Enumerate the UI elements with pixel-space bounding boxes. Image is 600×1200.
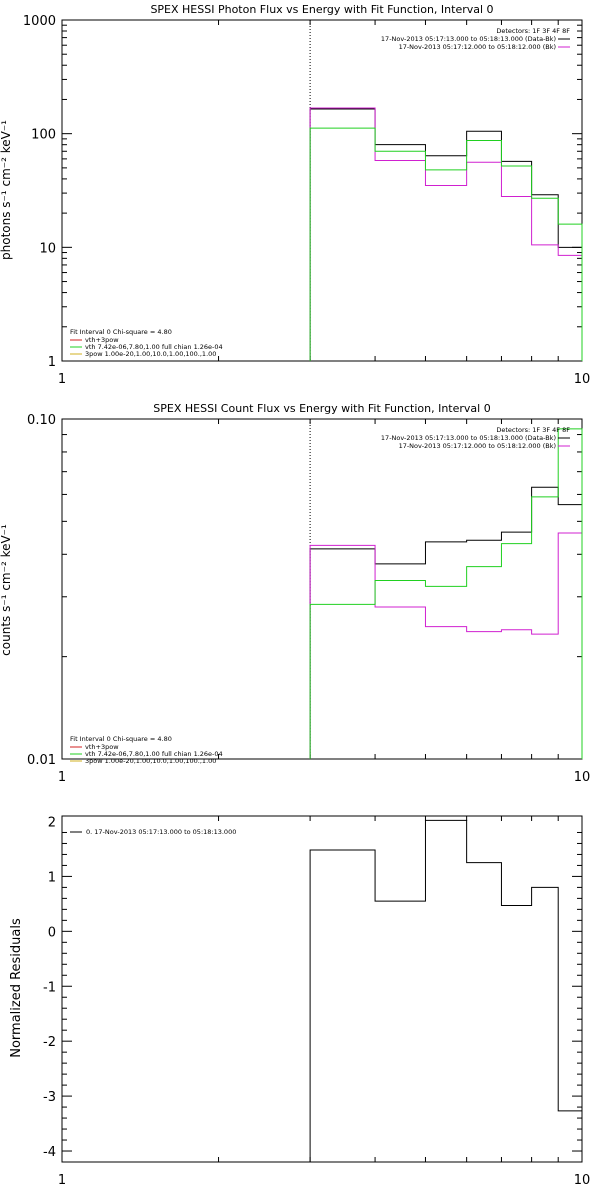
y-tick-label: 1000 <box>23 14 56 29</box>
residuals-legend-top: 0. 17-Nov-2013 05:17:13.000 to 05:18:13.… <box>70 828 236 836</box>
legend-header: Fit Interval 0 Chi-square = 4.80 <box>70 735 172 743</box>
photon-flux-axes-frame <box>61 19 583 362</box>
y-tick-label: 100 <box>31 128 56 143</box>
legend-entry-text: 17-Nov-2013 05:17:13.000 to 05:18:13.000… <box>381 35 556 43</box>
count-flux-ylabel: counts s⁻¹ cm⁻² keV⁻¹ <box>0 524 13 656</box>
legend-entry-text: 17-Nov-2013 05:17:13.000 to 05:18:13.000… <box>381 434 556 442</box>
photon-flux-panel: SPEX HESSI Photon Flux vs Energy with Fi… <box>0 3 590 387</box>
y-tick-label: -2 <box>43 1035 56 1050</box>
residuals-xticks: 1 10 <box>58 816 590 1188</box>
y-tick-label: 0 <box>48 925 56 940</box>
photon-flux-yticks: 1 10 100 1000 <box>23 14 582 370</box>
y-tick-label: -3 <box>43 1090 56 1105</box>
residuals-series-group <box>309 819 583 1162</box>
legend-entry-text: vth+3pow <box>85 743 119 751</box>
photon-flux-series-group <box>309 20 583 361</box>
series-step-line <box>309 486 583 759</box>
legend-entry-text: vth 7.42e-06,7.80,1.00 full chian 1.26e-… <box>85 750 223 758</box>
count-flux-series-group <box>309 419 583 759</box>
legend-header: Detectors: 1F 3F 4F 8F <box>496 426 570 434</box>
series-step-line <box>309 108 583 361</box>
residuals-panel: Normalized Residuals 210-1-2-3-4 1 10 0. … <box>9 815 590 1188</box>
count-flux-legend-bottom: Fit Interval 0 Chi-square = 4.80vth+3pow… <box>70 735 223 765</box>
legend-header: Fit Interval 0 Chi-square = 4.80 <box>70 328 172 336</box>
count-flux-title: SPEX HESSI Count Flux vs Energy with Fit… <box>153 402 490 415</box>
residuals-yticks: 2 1 0 -1 -2 -3 -4 <box>43 815 582 1160</box>
x-tick-label: 10 <box>574 1173 591 1188</box>
x-tick-label: 1 <box>58 372 66 387</box>
photon-flux-ylabel: photons s⁻¹ cm⁻² keV⁻¹ <box>0 120 13 260</box>
legend-entry-text: 0. 17-Nov-2013 05:17:13.000 to 05:18:13.… <box>86 828 236 836</box>
y-tick-label: -1 <box>43 980 56 995</box>
x-tick-label: 1 <box>58 1173 66 1188</box>
photon-flux-legend-bottom: Fit Interval 0 Chi-square = 4.80vth+3pow… <box>70 328 223 358</box>
legend-entry-text: 17-Nov-2013 05:17:12.000 to 05:18:12.000… <box>399 442 556 450</box>
x-tick-label: 1 <box>58 770 66 785</box>
y-tick-label: 2 <box>48 815 56 830</box>
series-step-line <box>309 428 583 759</box>
photon-flux-title: SPEX HESSI Photon Flux vs Energy with Fi… <box>150 3 493 16</box>
y-tick-label: 1 <box>48 870 56 885</box>
legend-entry-text: 3pow 1.00e-20,1.00,10.0,1.00,100.,1.00 <box>85 350 216 358</box>
series-step-line <box>309 532 583 759</box>
legend-entry-text: 17-Nov-2013 05:17:12.000 to 05:18:12.000… <box>399 43 556 51</box>
legend-entry-text: vth+3pow <box>85 336 119 344</box>
series-step-line <box>309 107 583 361</box>
x-tick-label: 10 <box>574 372 591 387</box>
residuals-axes-frame <box>61 815 583 1163</box>
series-step-line <box>309 819 583 1162</box>
series-step-line <box>309 127 583 361</box>
y-tick-label: 0.01 <box>27 753 56 768</box>
count-flux-panel: SPEX HESSI Count Flux vs Energy with Fit… <box>0 402 590 785</box>
x-tick-label: 10 <box>574 770 591 785</box>
y-tick-label: 0.10 <box>27 413 56 428</box>
count-flux-axes-frame <box>61 418 583 760</box>
y-tick-label: -4 <box>43 1145 56 1160</box>
count-flux-xticks: 1 10 <box>58 419 590 785</box>
legend-entry-text: 3pow 1.00e-20,1.00,10.0,1.00,100.,1.00 <box>85 757 216 765</box>
y-tick-label: 10 <box>39 241 56 256</box>
legend-entry-text: vth 7.42e-06,7.80,1.00 full chian 1.26e-… <box>85 343 223 351</box>
residuals-ylabel: Normalized Residuals <box>9 918 24 1058</box>
count-flux-yticks: 0.01 0.10 <box>27 413 582 768</box>
legend-header: Detectors: 1F 3F 4F 8F <box>496 27 570 35</box>
y-tick-label: 1 <box>48 355 56 370</box>
